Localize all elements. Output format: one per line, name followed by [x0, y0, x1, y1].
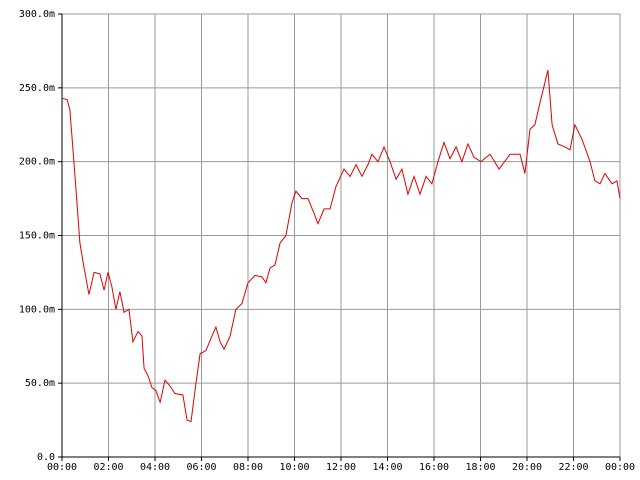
y-tick-label: 250.0m [19, 83, 55, 94]
x-tick-label: 16:00 [419, 462, 449, 473]
x-tick-label: 18:00 [465, 462, 495, 473]
x-tick-label: 10:00 [279, 462, 309, 473]
x-tick-label: 20:00 [512, 462, 542, 473]
y-tick-label: 100.0m [19, 304, 55, 315]
x-tick-label: 02:00 [93, 462, 123, 473]
y-tick-label: 0.0 [37, 452, 55, 463]
y-tick-label: 300.0m [19, 9, 55, 20]
x-tick-label: 14:00 [372, 462, 402, 473]
x-tick-label: 00:00 [605, 462, 635, 473]
x-tick-label: 06:00 [186, 462, 216, 473]
data-line [61, 69, 621, 423]
x-tick-label: 00:00 [47, 462, 77, 473]
y-tick-label: 200.0m [19, 157, 55, 168]
x-tick-label: 12:00 [326, 462, 356, 473]
y-tick-label: 50.0m [25, 378, 55, 389]
y-tick-label: 150.0m [19, 231, 55, 242]
x-tick-label: 04:00 [140, 462, 170, 473]
x-tick-label: 08:00 [233, 462, 263, 473]
x-tick-label: 22:00 [558, 462, 588, 473]
